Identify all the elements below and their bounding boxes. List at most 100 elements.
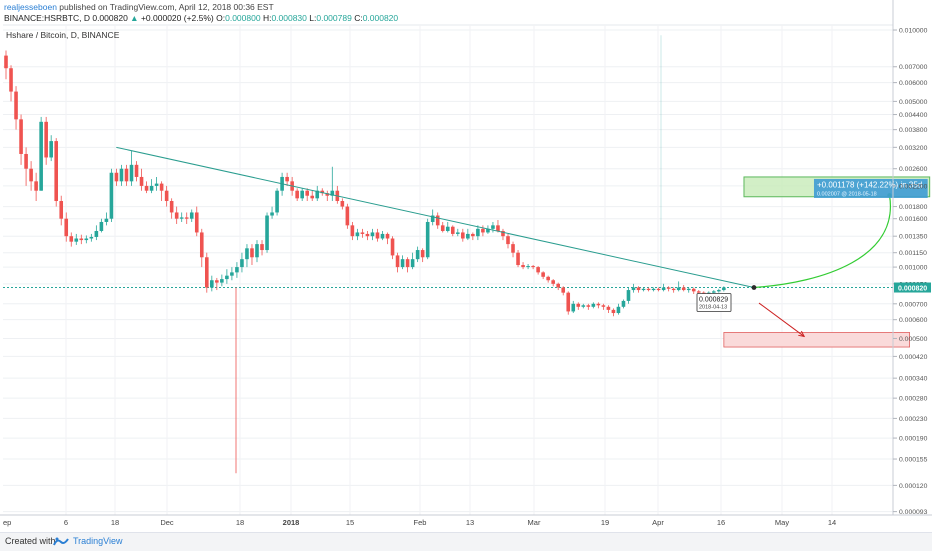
candle-body [330,190,335,196]
candle-body [9,68,13,92]
candle-body [676,287,681,291]
candle-body [285,176,289,182]
candle-body [375,232,380,239]
candle-body [54,141,58,202]
last-price-tag-label: 0.000820 [898,286,927,293]
candle-body [149,185,154,191]
y-tick-label: 0.000340 [899,376,928,383]
candle-body [501,230,505,237]
candle-body [646,288,651,291]
x-tick-label: Dec [160,518,174,527]
y-tick-label: 0.002200 [899,183,928,190]
candle-body [722,287,726,291]
candle-body [651,288,656,291]
candle-body [591,303,596,307]
descending-trendline[interactable] [116,146,755,289]
symbol-label: BINANCE:HSRBTC, D [4,13,90,23]
x-axis[interactable]: ep 6 18 Dec 18 2018 15 Feb 13 Mar 19 Apr 16 May 14 [0,514,932,527]
chart-header: realjesseboen published on TradingView.c… [0,0,932,24]
candle-body [360,232,365,234]
candle-body [39,121,43,191]
candle-body [551,280,555,284]
candle-body [94,230,99,237]
candle-body [445,226,450,231]
y-tick-label: 0.001350 [899,234,928,241]
footer-bar: Created with TradingView [0,532,932,551]
candle-body [89,236,94,239]
candle-body [606,306,611,310]
candle-body [415,250,420,260]
candle-body [275,190,279,213]
candle-body [671,288,676,291]
y-axis[interactable]: 0.010000 0.007000 0.006000 0.005000 0.004400… [892,0,931,516]
candle-body [199,232,204,258]
candle-body [506,236,510,245]
candle-body [461,232,465,239]
projection-curve[interactable] [753,195,892,289]
candle-body [430,215,435,222]
candle-body [350,225,355,237]
candle-body [586,305,591,307]
candle-body [225,275,229,280]
candle-body [300,190,304,199]
candle-body [717,290,721,292]
candle-body [621,300,626,307]
candle-body [124,168,129,182]
candle-body [44,121,48,158]
candle-body [696,291,701,293]
y-tick-label: 0.000093 [899,509,928,516]
candle-body [210,280,214,288]
candle-body [325,193,330,196]
candle-body [486,228,490,233]
stop-range-box[interactable] [723,332,910,348]
down-arrow-line[interactable] [758,302,805,337]
candle-body [641,288,646,291]
candle-body [691,288,696,292]
candle-body [516,252,520,266]
candle-body [626,290,631,301]
y-tick-label: 0.001800 [899,204,928,211]
target-label-text: +0.001178 (+142.22%) in 35d [817,180,922,189]
candle-body [104,218,109,222]
candle-body [119,168,124,182]
candle-body [255,244,259,258]
candle-body [215,280,219,283]
candle-body [355,232,360,237]
candle-body [636,287,641,291]
candle-body [310,195,315,199]
candle-body [546,276,550,281]
candle-body [686,288,691,291]
candle-body [561,287,566,293]
tradingview-brand-link[interactable]: TradingView [73,536,123,546]
candle-body [476,228,480,237]
candle-body [270,212,274,216]
x-tick-label: May [775,518,789,527]
candle-body [450,226,455,234]
candle-body [29,168,33,182]
candle-body [265,215,269,251]
candle-body [656,288,661,291]
candle-body [611,309,616,314]
annotation-layer-front: +0.001178 (+142.22%) in 35d 0.002007 @ 20… [116,146,928,338]
close-label: C: [354,13,363,23]
close-value: 0.000820 [362,13,399,23]
candle-body [365,233,370,237]
candle-body [154,183,159,186]
tradingview-logo-icon[interactable] [53,536,69,547]
candle-body [511,244,515,253]
candle-body [194,212,199,233]
candle-body [536,267,540,273]
candle-body [340,201,345,207]
candle-body [69,236,74,242]
candle-body [129,164,134,182]
candle-body [571,303,576,312]
author-link[interactable]: realjesseboen [4,2,57,12]
y-tick-label: 0.000120 [899,483,928,490]
y-tick-label: 0.002600 [899,166,928,173]
price-chart[interactable]: +0.001178 (+142.22%) in 35d 0.002007 @ 20… [0,0,932,532]
candle-body [320,190,325,194]
publish-info: realjesseboen published on TradingView.c… [4,2,274,12]
candle-body [385,233,390,239]
candle-body [159,183,164,191]
candle-body [205,257,209,288]
